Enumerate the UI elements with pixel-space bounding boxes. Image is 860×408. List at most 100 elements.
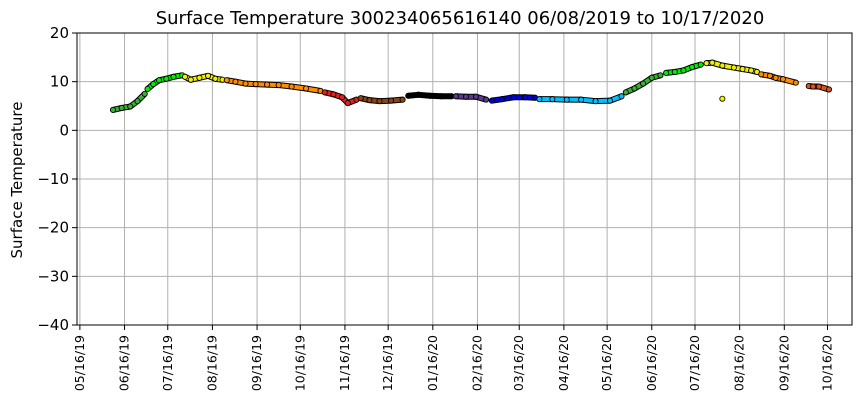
data-point xyxy=(697,61,704,68)
data-point xyxy=(330,91,337,98)
data-series xyxy=(357,95,406,105)
data-point xyxy=(766,72,773,79)
x-axis-ticks: 05/16/19 06/16/19 07/16/19 08/16/19 09/16/19… xyxy=(72,325,835,391)
data-point xyxy=(141,90,148,97)
data-point xyxy=(536,96,543,103)
data-point xyxy=(815,83,822,90)
data-series xyxy=(703,59,760,102)
data-point xyxy=(150,81,157,88)
data-point xyxy=(792,79,799,86)
data-point xyxy=(631,85,638,92)
y-tick-label: −40 xyxy=(37,316,69,334)
x-tick-label: 05/16/20 xyxy=(599,335,614,391)
data-point xyxy=(242,80,249,87)
y-tick-label: −20 xyxy=(37,219,69,237)
data-point xyxy=(288,83,295,90)
data-point xyxy=(719,62,726,69)
data-point xyxy=(170,73,177,80)
x-tick-label: 06/16/19 xyxy=(117,335,132,391)
data-point xyxy=(405,92,412,99)
data-point xyxy=(680,67,687,74)
data-point xyxy=(264,81,271,88)
x-tick-label: 11/16/19 xyxy=(337,335,352,391)
x-tick-label: 10/16/19 xyxy=(292,335,307,391)
x-tick-label: 07/16/20 xyxy=(687,335,702,391)
data-point xyxy=(748,67,755,74)
data-point xyxy=(709,59,716,66)
x-tick-label: 02/16/20 xyxy=(469,335,484,391)
data-point xyxy=(719,95,726,102)
x-tick-label: 07/16/19 xyxy=(160,335,175,391)
data-point xyxy=(127,103,134,110)
data-point xyxy=(488,97,495,104)
y-axis-ticks: 20 10 0 −10 −20 −30 −40 xyxy=(37,24,77,334)
data-point xyxy=(388,97,395,104)
data-point xyxy=(144,85,151,92)
data-series xyxy=(622,72,664,96)
data-point xyxy=(134,98,141,105)
data-point xyxy=(163,75,170,82)
data-series xyxy=(452,93,490,103)
data-point xyxy=(438,93,445,100)
data-point xyxy=(303,85,310,92)
data-series xyxy=(182,72,226,83)
data-series xyxy=(321,89,360,107)
x-tick-label: 01/16/20 xyxy=(425,335,440,391)
data-point xyxy=(510,94,517,101)
x-tick-label: 09/16/19 xyxy=(249,335,264,391)
data-point xyxy=(825,86,832,93)
x-tick-label: 06/16/20 xyxy=(644,335,659,391)
data-series xyxy=(110,90,148,113)
data-series xyxy=(223,77,324,94)
data-point xyxy=(339,94,346,101)
data-point xyxy=(657,72,664,79)
data-series xyxy=(758,71,799,86)
data-point xyxy=(376,98,383,105)
data-point xyxy=(344,100,351,107)
x-tick-label: 03/16/20 xyxy=(511,335,526,391)
data-point xyxy=(110,106,117,113)
data-series xyxy=(405,91,455,100)
x-tick-label: 12/16/19 xyxy=(380,335,395,391)
data-point xyxy=(563,96,570,103)
data-point xyxy=(663,69,670,76)
data-point xyxy=(779,76,786,83)
data-point xyxy=(212,75,219,82)
data-point xyxy=(399,96,406,103)
data-point xyxy=(671,68,678,75)
y-tick-label: −30 xyxy=(37,267,69,285)
x-tick-label: 09/16/20 xyxy=(776,335,791,391)
data-point xyxy=(321,89,328,96)
data-point xyxy=(483,96,490,103)
data-point xyxy=(618,93,625,100)
data-point xyxy=(452,93,459,100)
data-point xyxy=(739,66,746,73)
data-point xyxy=(498,96,505,103)
data-point xyxy=(522,94,529,101)
data-point xyxy=(223,77,230,84)
data-point xyxy=(156,77,163,84)
data-points xyxy=(110,59,832,113)
data-point xyxy=(205,72,212,79)
data-point xyxy=(703,60,710,67)
data-point xyxy=(549,96,556,103)
x-tick-label: 04/16/20 xyxy=(556,335,571,391)
data-point xyxy=(622,89,629,96)
data-point xyxy=(592,98,599,105)
data-point xyxy=(473,93,480,100)
data-point xyxy=(366,97,373,104)
x-tick-label: 10/16/20 xyxy=(820,335,835,391)
y-tick-label: 10 xyxy=(50,73,69,91)
data-point xyxy=(182,73,189,80)
data-series xyxy=(805,83,832,93)
data-point xyxy=(196,74,203,81)
data-point xyxy=(606,97,613,104)
data-point xyxy=(426,92,433,99)
data-series xyxy=(536,93,625,105)
data-point xyxy=(648,74,655,81)
y-tick-label: 0 xyxy=(59,121,69,139)
data-point xyxy=(772,74,779,81)
data-series xyxy=(488,94,539,104)
data-point xyxy=(730,64,737,71)
